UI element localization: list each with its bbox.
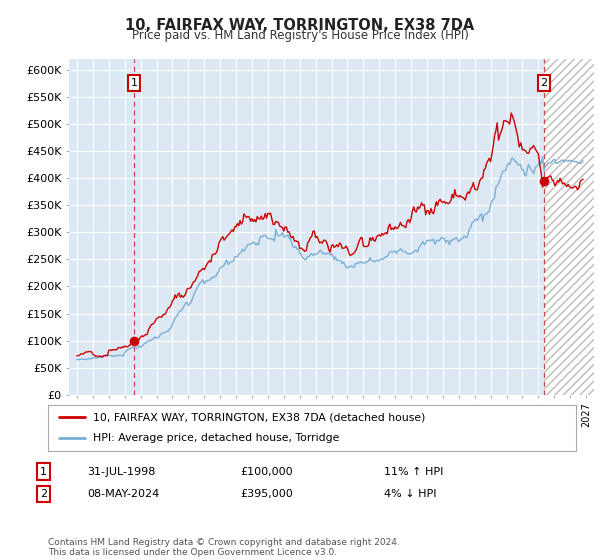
Text: HPI: Average price, detached house, Torridge: HPI: Average price, detached house, Torr… (93, 433, 339, 444)
Text: 1: 1 (40, 466, 47, 477)
Text: £395,000: £395,000 (240, 489, 293, 499)
Text: Price paid vs. HM Land Registry's House Price Index (HPI): Price paid vs. HM Land Registry's House … (131, 29, 469, 42)
Text: £100,000: £100,000 (240, 466, 293, 477)
Text: 1: 1 (130, 78, 137, 88)
Text: 08-MAY-2024: 08-MAY-2024 (87, 489, 159, 499)
Bar (544, 43, 594, 395)
Text: 2: 2 (40, 489, 47, 499)
Bar (544, 59, 594, 395)
Text: 11% ↑ HPI: 11% ↑ HPI (384, 466, 443, 477)
Text: 10, FAIRFAX WAY, TORRINGTON, EX38 7DA (detached house): 10, FAIRFAX WAY, TORRINGTON, EX38 7DA (d… (93, 412, 425, 422)
Text: 31-JUL-1998: 31-JUL-1998 (87, 466, 155, 477)
Text: 10, FAIRFAX WAY, TORRINGTON, EX38 7DA: 10, FAIRFAX WAY, TORRINGTON, EX38 7DA (125, 18, 475, 34)
Text: 4% ↓ HPI: 4% ↓ HPI (384, 489, 437, 499)
Text: Contains HM Land Registry data © Crown copyright and database right 2024.
This d: Contains HM Land Registry data © Crown c… (48, 538, 400, 557)
Text: 2: 2 (541, 78, 548, 88)
